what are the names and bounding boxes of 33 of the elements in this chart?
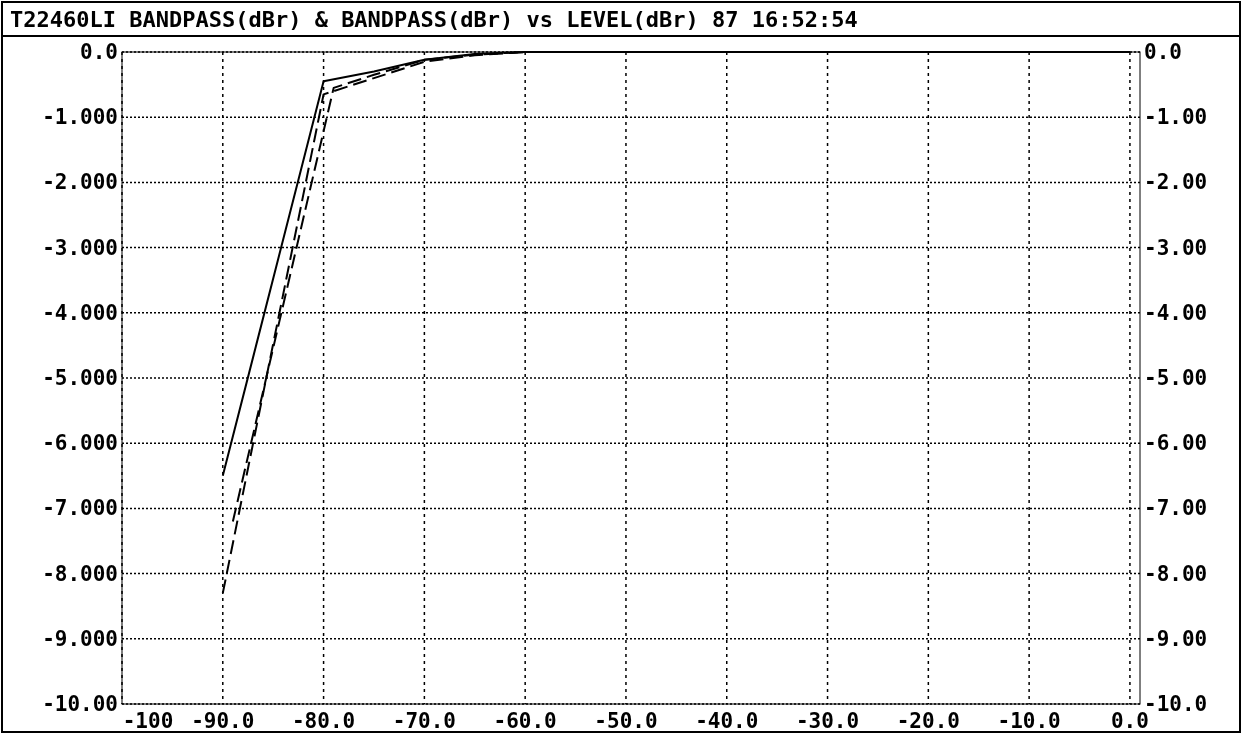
x-tick-label: -50.0 — [594, 709, 658, 733]
y2-tick-label: -2.00 — [1144, 170, 1208, 195]
y2-tick-label: -9.00 — [1144, 626, 1208, 651]
y-tick-label: -3.000 — [42, 235, 118, 260]
x-tick-label: -40.0 — [695, 709, 759, 733]
x-tick-label: -60.0 — [493, 709, 557, 733]
x-tick-label: -70.0 — [392, 709, 456, 733]
y-tick-label: -1.000 — [42, 105, 118, 130]
y2-tick-label: 0.0 — [1144, 40, 1182, 64]
x-tick-label: -90.0 — [191, 709, 255, 733]
y2-tick-label: -1.00 — [1144, 105, 1208, 130]
x-tick-label: 0.0 — [1110, 709, 1149, 733]
y-tick-label: -9.000 — [42, 626, 118, 651]
x-tick-label: -10.0 — [997, 709, 1061, 733]
y2-tick-label: -6.00 — [1144, 431, 1208, 456]
y2-tick-label: -5.00 — [1144, 366, 1208, 390]
y2-tick-label: -8.00 — [1144, 561, 1208, 586]
y-tick-label: -6.000 — [42, 431, 118, 456]
y2-tick-label: -7.00 — [1144, 496, 1208, 521]
y2-tick-label: -3.00 — [1144, 235, 1208, 260]
y-tick-label: -8.000 — [42, 561, 118, 586]
y-tick-label: -5.000 — [42, 366, 118, 390]
x-tick-label: -20.0 — [896, 709, 960, 733]
x-tick-label: -30.0 — [795, 709, 860, 733]
y-tick-label: 0.0 — [80, 40, 118, 64]
y-tick-label: -10.00 — [42, 692, 118, 716]
y-tick-label: -2.000 — [42, 170, 118, 195]
x-tick-label: -80.0 — [291, 709, 356, 733]
chart-title: T22460LI BANDPASS(dBr) & BANDPASS(dBr) vs LEVEL(dBr) 87 16:52:54 — [10, 7, 858, 32]
y-tick-label: -7.000 — [42, 496, 118, 521]
y2-tick-label: -4.00 — [1144, 300, 1208, 325]
x-tick-label: -100 — [122, 709, 174, 733]
y-tick-label: -4.000 — [42, 300, 118, 325]
